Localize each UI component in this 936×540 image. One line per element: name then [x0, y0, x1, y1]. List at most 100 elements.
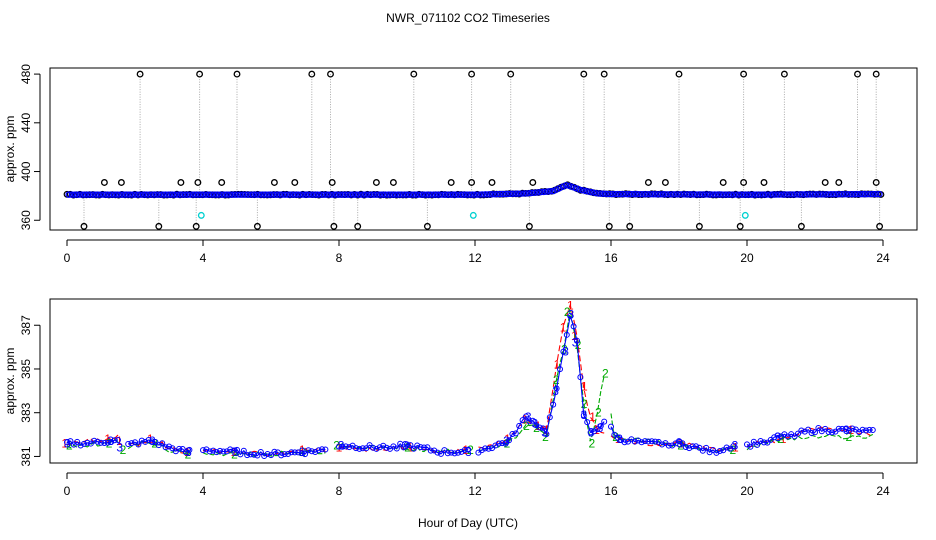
series-point [115, 436, 121, 443]
smoothed-point [423, 191, 431, 198]
series-point [444, 450, 451, 457]
raw-point [354, 222, 362, 230]
smoothed-point [394, 191, 402, 198]
smoothed-point [511, 190, 518, 197]
raw-point [447, 179, 455, 186]
panel-top: 0 4 8 12 16 20 24 360 400 440 480 approx. ppm [3, 64, 918, 265]
smoothed-point [595, 190, 602, 197]
smoothed-point [556, 184, 563, 192]
raw-point [218, 179, 226, 186]
series-point [696, 444, 703, 451]
series-point [825, 428, 832, 435]
series-marker: 1 [104, 432, 111, 446]
smoothed-point [165, 191, 173, 198]
series-point [587, 429, 594, 436]
smoothed-point [230, 191, 237, 198]
x-tick-label: 4 [200, 251, 207, 265]
series-point [77, 442, 84, 449]
series-marker: 2 [66, 439, 73, 453]
series-point [376, 444, 383, 451]
panel-bottom-ylabel: approx. ppm [3, 348, 17, 415]
smoothed-point [727, 191, 735, 198]
series-point [757, 438, 764, 445]
series-marker: 2 [589, 436, 596, 450]
smoothed-point [197, 191, 205, 198]
series-marker: 3 [588, 425, 595, 439]
smoothed-point [152, 191, 160, 198]
smoothed-point [698, 191, 706, 198]
smoothed-point [107, 191, 114, 198]
raw-point [740, 70, 748, 78]
smoothed-point [459, 191, 467, 198]
raw-point [529, 179, 537, 186]
series-point [601, 418, 608, 425]
smoothed-point [130, 191, 137, 198]
series-point [635, 437, 642, 444]
series-point [74, 438, 81, 445]
series-point [441, 447, 448, 454]
smoothed-point [743, 191, 751, 198]
smoothed-point [427, 191, 434, 198]
smoothed-point [614, 190, 622, 198]
smoothed-point [711, 191, 718, 198]
series-point [417, 444, 424, 451]
smoothed-point [375, 191, 383, 198]
series-point [798, 427, 805, 434]
smoothed-point [233, 191, 240, 198]
raw-point [780, 70, 788, 78]
smoothed-point [123, 191, 131, 198]
smoothed-point [704, 191, 712, 198]
series-marker: 3 [572, 336, 579, 350]
smoothed-point [84, 191, 92, 198]
series-marker: 1 [560, 320, 567, 334]
series-point [410, 445, 417, 452]
smoothed-point [465, 191, 473, 198]
smoothed-point [792, 191, 799, 198]
series-marker: 2 [504, 436, 511, 450]
smoothed-point [746, 191, 754, 198]
smoothed-point [104, 191, 111, 198]
series-point [101, 439, 108, 446]
series-marker: 2 [120, 443, 127, 457]
smoothed-point [381, 191, 389, 198]
smoothed-point [294, 191, 302, 198]
series-point [597, 423, 604, 430]
series-point [815, 424, 822, 431]
series-point [863, 427, 869, 434]
smoothed-point [188, 191, 195, 198]
smoothed-point [356, 191, 363, 198]
raw-point [100, 179, 108, 186]
series-point [200, 447, 206, 454]
series-point [703, 444, 710, 451]
smoothed-point [824, 191, 832, 198]
series-point [291, 449, 298, 456]
series-point [506, 437, 512, 444]
smoothed-point [207, 191, 215, 198]
smoothed-point [772, 191, 780, 198]
smoothed-point [740, 191, 748, 198]
smoothed-point [175, 191, 182, 198]
series-point [550, 401, 557, 408]
series-point [159, 440, 166, 447]
smoothed-point [436, 191, 444, 198]
raw-point [507, 70, 515, 78]
flagged-point [197, 211, 205, 219]
raw-point [675, 70, 683, 78]
series-marker: 3 [116, 441, 123, 455]
smoothed-point [566, 182, 573, 190]
series-line [202, 447, 326, 458]
series-marker: 3 [299, 445, 306, 459]
series-point [186, 446, 193, 453]
series-point [434, 449, 441, 456]
raw-point [468, 179, 476, 186]
series-point [108, 438, 115, 445]
series-point [230, 447, 237, 454]
series-point [859, 426, 866, 433]
smoothed-point [97, 191, 105, 198]
series-point [373, 445, 380, 452]
smoothed-point [575, 186, 583, 193]
smoothed-point [776, 191, 783, 198]
series-point [574, 337, 580, 344]
series-point [475, 449, 482, 456]
